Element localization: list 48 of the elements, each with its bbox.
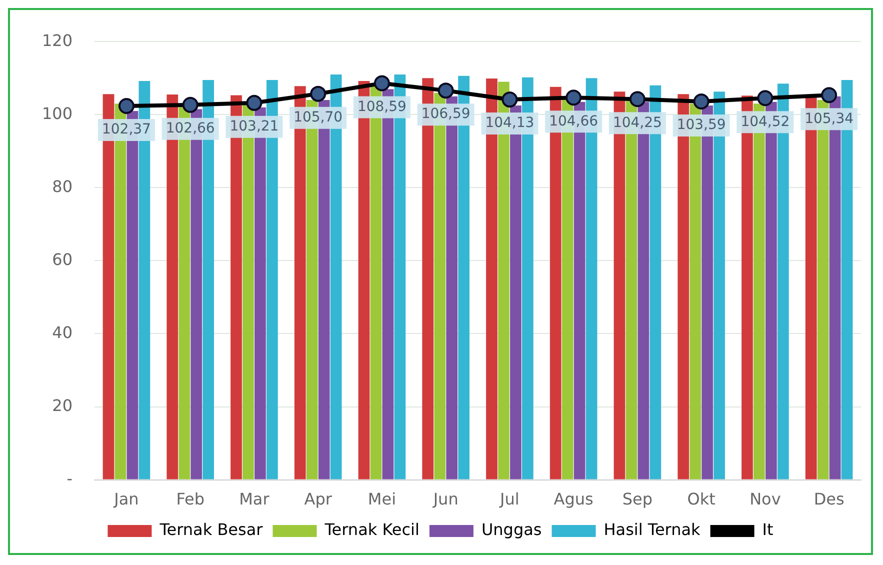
y-tick-label: 20	[52, 396, 73, 415]
point	[566, 90, 582, 106]
legend-label: Unggas	[481, 520, 542, 540]
point	[502, 92, 518, 108]
point	[438, 82, 454, 99]
data-label: 103,21	[230, 118, 279, 135]
x-tick-label: Mar	[239, 490, 270, 509]
data-label: 102,66	[166, 120, 215, 137]
data-label: 105,34	[804, 110, 854, 127]
data-label: 106,59	[421, 106, 470, 122]
x-tick-label: Agus	[554, 490, 594, 509]
data-label: 102,37	[102, 122, 151, 138]
y-tick-label: -	[66, 468, 73, 488]
data-label: 104,66	[549, 113, 598, 130]
data-label: 103,59	[676, 117, 726, 134]
x-tick-label: Des	[814, 490, 844, 509]
point	[246, 94, 262, 111]
x-tick-label: Apr	[304, 490, 332, 509]
legend-label: Ternak Besar	[158, 520, 264, 540]
point	[374, 75, 390, 92]
point	[182, 96, 198, 113]
y-tick-label: 120	[42, 30, 73, 50]
data-label: 104,25	[612, 114, 662, 131]
x-tick-label: Sep	[622, 490, 653, 509]
x-tick-label: Jun	[432, 490, 458, 509]
x-tick-label: Jul	[499, 490, 520, 509]
data-label: 104,52	[740, 114, 790, 130]
point	[821, 87, 838, 104]
data-label: 105,70	[294, 109, 343, 126]
x-tick-label: Jan	[113, 490, 139, 509]
x-tick-label: Mei	[368, 490, 396, 509]
y-tick-label: 100	[42, 104, 73, 123]
data-label: 104,13	[485, 115, 534, 132]
legend-label: Hasil Ternak	[604, 520, 702, 540]
point	[310, 86, 326, 102]
legend-label: It	[762, 520, 774, 540]
point	[693, 94, 710, 110]
x-tick-label: Okt	[687, 490, 716, 509]
y-tick-label: 80	[52, 176, 73, 196]
legend-label: Ternak Kecil	[324, 520, 420, 540]
data-label: 108,59	[357, 98, 406, 115]
point	[118, 98, 134, 114]
y-tick-label: 40	[52, 322, 73, 342]
x-tick-label: Nov	[750, 490, 781, 509]
point	[629, 91, 646, 108]
y-tick-label: 60	[52, 250, 73, 269]
point	[757, 90, 774, 106]
x-tick-label: Feb	[176, 490, 205, 509]
